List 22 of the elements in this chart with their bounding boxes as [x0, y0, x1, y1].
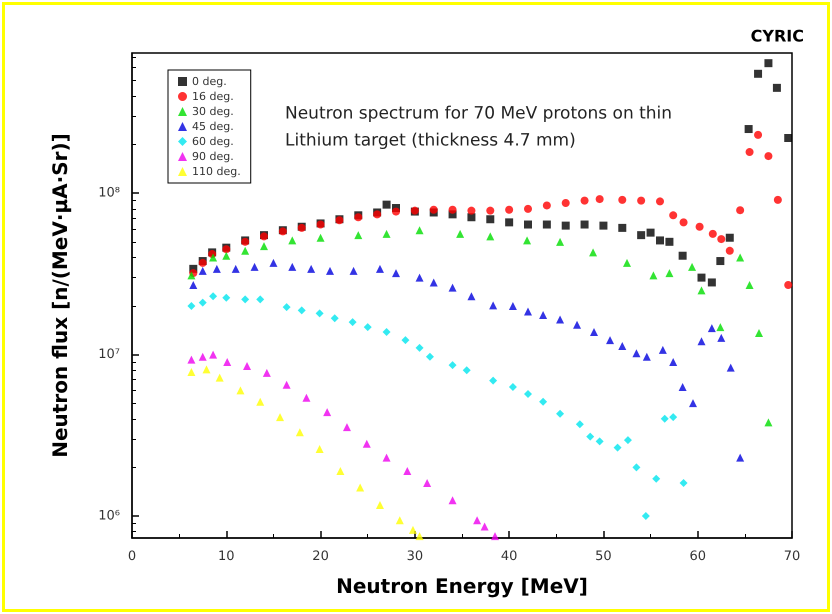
legend-label: 60 deg. [192, 135, 234, 148]
x-tick-label: 40 [500, 549, 518, 564]
x-axis-title: Neutron Energy [MeV] [336, 574, 588, 598]
text: CYRIC [750, 26, 804, 46]
y-tick-label: 10⁸ [98, 186, 120, 201]
legend-label: 30 deg. [192, 105, 234, 118]
x-tick-label: 60 [689, 549, 706, 564]
y-tick-label: 10⁷ [98, 347, 120, 362]
y-axis-title: Neutron flux [n/(MeV·μA·Sr)] [48, 133, 72, 458]
legend-label: 90 deg. [192, 150, 234, 163]
x-tick-label: 20 [312, 549, 329, 564]
annotation: Neutron spectrum for 70 MeV protons on thin Lithium target (thickness 4.7 mm) [285, 104, 678, 150]
x-tick-label: 10 [218, 549, 235, 564]
legend-label: 45 deg. [192, 120, 234, 133]
x-tick-label: 50 [595, 549, 612, 564]
legend-label: 16 deg. [192, 90, 234, 103]
x-tick-label: 30 [406, 549, 424, 564]
x-tick-label: 0 [128, 549, 136, 564]
legend-label: 110 deg. [192, 165, 241, 178]
y-tick-label: 10⁶ [98, 508, 120, 524]
legend-label: 0 deg. [192, 75, 227, 88]
x-tick-label: 70 [784, 549, 800, 564]
